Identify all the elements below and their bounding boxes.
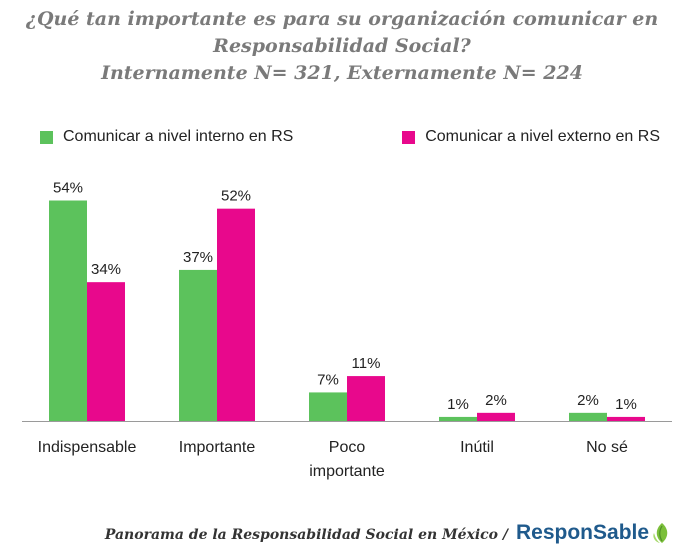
data-label-interno-1: 37% — [183, 249, 213, 266]
chart-title: ¿Qué tan importante es para su organizac… — [0, 6, 684, 87]
category-label-1: Importante — [179, 439, 256, 456]
category-label-0: Indispensable — [38, 439, 137, 456]
bar-externo-4 — [607, 416, 645, 421]
footer-source: Panorama de la Responsabilidad Social en… — [104, 527, 508, 543]
category-label-4: No sé — [586, 439, 628, 456]
category-label-3: Inútil — [460, 439, 494, 456]
footer: Panorama de la Responsabilidad Social en… — [0, 521, 684, 551]
data-label-interno-2: 7% — [317, 371, 339, 388]
data-label-externo-0: 34% — [91, 261, 121, 278]
bar-externo-0 — [87, 282, 125, 421]
legend-swatch-externo — [402, 130, 416, 144]
legend-swatch-interno — [40, 130, 53, 144]
legend-item-interno: Comunicar a nivel interno en RS — [40, 128, 293, 146]
data-label-externo-4: 1% — [615, 396, 637, 413]
title-line-3: Internamente N= 321, Externamente N= 224 — [101, 62, 583, 84]
legend-label-externo: Comunicar a nivel externo en RS — [425, 128, 660, 145]
bar-interno-0 — [49, 200, 87, 421]
bar-interno-2 — [309, 392, 347, 421]
legend-label-interno: Comunicar a nivel interno en RS — [63, 128, 294, 145]
chart-legend: Comunicar a nivel interno en RS Comunica… — [40, 128, 660, 146]
category-label-2: Poco — [329, 439, 366, 456]
bar-interno-1 — [179, 269, 217, 421]
data-label-externo-2: 11% — [352, 355, 381, 372]
data-label-interno-0: 54% — [53, 180, 83, 197]
data-label-interno-3: 1% — [447, 396, 469, 413]
bar-externo-1 — [217, 208, 255, 421]
logo-text: ResponSable — [516, 521, 650, 544]
data-label-externo-1: 52% — [221, 188, 251, 205]
data-label-interno-4: 2% — [577, 392, 599, 409]
title-line-2: Responsabilidad Social? — [213, 35, 471, 57]
leaf-icon — [653, 523, 668, 543]
category-label-2: importante — [309, 463, 385, 480]
bar-externo-2 — [347, 376, 385, 421]
bar-externo-3 — [477, 412, 515, 421]
legend-item-externo: Comunicar a nivel externo en RS — [402, 128, 660, 146]
bar-interno-3 — [439, 416, 477, 421]
bar-chart: 54% 34% Indispensable 37% 52% Importante 7% 11%… — [22, 180, 672, 480]
bar-interno-4 — [569, 412, 607, 421]
data-label-externo-3: 2% — [485, 392, 507, 409]
responsable-logo: ResponSable — [516, 521, 673, 545]
title-line-1: ¿Qué tan importante es para su organizac… — [25, 8, 659, 30]
